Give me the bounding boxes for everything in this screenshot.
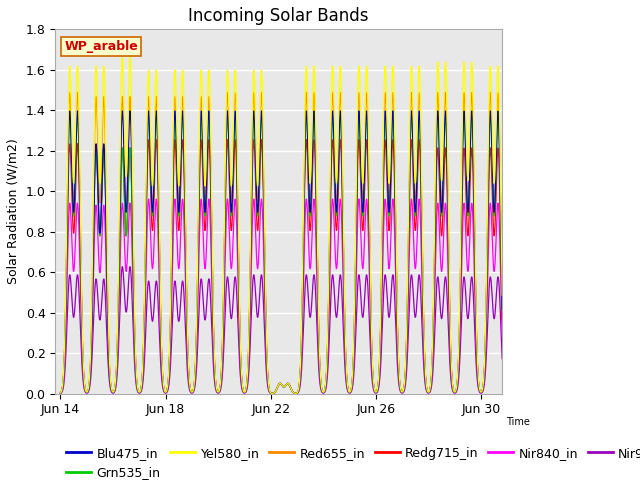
Text: Time: Time	[506, 417, 531, 427]
Legend: Blu475_in, Grn535_in, Yel580_in, Red655_in, Redg715_in, Nir840_in, Nir945_in: Blu475_in, Grn535_in, Yel580_in, Red655_…	[61, 442, 640, 480]
Y-axis label: Solar Radiation (W/m2): Solar Radiation (W/m2)	[7, 139, 20, 284]
Title: Incoming Solar Bands: Incoming Solar Bands	[188, 7, 369, 25]
Text: WP_arable: WP_arable	[64, 40, 138, 53]
